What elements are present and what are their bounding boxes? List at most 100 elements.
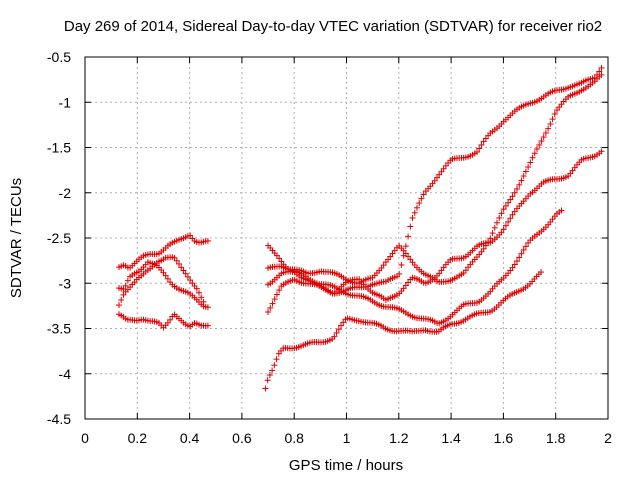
x-tick-label: 1.2 [389,430,409,446]
data-point [489,230,496,237]
y-tick-label: -3.5 [47,321,71,337]
data-point [525,164,532,171]
data-point [516,254,523,261]
x-tick-label: 0.8 [284,430,304,446]
data-point [340,319,347,326]
y-tick-label: -4 [59,366,72,382]
data-point [176,260,183,267]
x-tick-label: 1.8 [546,430,566,446]
data-point [520,173,527,180]
chart-title: Day 269 of 2014, Sidereal Day-to-day VTE… [64,18,602,35]
data-point [509,193,516,200]
data-point [433,174,440,181]
data-point [536,141,543,148]
data-point [198,294,205,301]
data-point [331,333,338,340]
data-point [122,282,129,289]
data-point [518,250,525,257]
data-point [173,257,180,264]
data-point [513,258,520,265]
y-tick-label: -0.5 [47,49,71,65]
axis-ticks: 0 0.2 0.4 0.6 0.8 1 1.2 1.4 1.6 1.8 2 -0.5 -1 -1.5 -2 -… [47,49,612,446]
data-point [271,362,278,369]
data-point [265,309,272,316]
x-tick-label: 2 [604,430,612,446]
data-point [269,300,276,307]
data-point [273,291,280,298]
data-points [115,64,605,392]
data-point [124,277,131,284]
data-point [516,181,523,188]
data-point [204,322,211,329]
data-point [594,71,601,78]
data-point [480,138,487,145]
data-point [462,267,469,274]
data-point [522,168,529,175]
data-point [482,242,489,249]
data-point [271,296,278,303]
data-point [396,270,403,277]
data-point [507,215,514,222]
x-tick-label: 1.6 [494,430,514,446]
data-point [162,272,169,279]
data-point [511,189,518,196]
data-point [500,206,507,213]
data-point [542,129,549,136]
data-point [505,199,512,206]
data-point [276,255,283,262]
data-point [491,224,498,231]
data-point [509,264,516,271]
data-point [180,267,187,274]
data-point [545,125,552,132]
y-tick-label: -2.5 [47,230,71,246]
data-point [509,211,516,218]
data-point [178,264,185,271]
data-point [538,138,545,145]
data-point [549,116,556,123]
data-point [502,202,509,209]
data-point [480,245,487,252]
data-point [538,269,545,276]
data-point [413,204,420,211]
data-point [505,218,512,225]
y-tick-label: -2 [59,185,72,201]
data-point [500,226,507,233]
data-point [167,316,174,323]
data-point [487,235,494,242]
data-point [511,261,518,268]
data-point [164,275,171,282]
data-point [276,287,283,294]
data-point [273,356,280,363]
data-point [476,145,483,152]
data-point [493,219,500,226]
data-point [527,159,534,166]
data-point [522,243,529,250]
data-point [540,134,547,141]
data-point [485,239,492,246]
data-point [333,329,340,336]
data-point [400,252,407,259]
y-axis-label: SDTVAR / TECUs [8,178,25,298]
data-point [267,304,274,311]
data-point [120,291,127,298]
data-point [418,195,425,202]
data-point [380,262,387,269]
data-point [398,261,405,268]
data-point [405,233,412,240]
data-point [558,207,565,214]
data-point [187,277,194,284]
grid [85,57,608,419]
x-tick-label: 0.6 [232,430,252,446]
y-tick-label: -3 [59,275,72,291]
data-point [598,148,605,155]
x-tick-label: 0.2 [128,430,148,446]
data-point [204,304,211,311]
data-point [416,200,423,207]
data-point [520,246,527,253]
data-point [551,110,558,117]
data-point [193,285,200,292]
data-point [269,367,276,374]
data-point [420,191,427,198]
data-point [513,185,520,192]
x-tick-label: 0 [81,430,89,446]
